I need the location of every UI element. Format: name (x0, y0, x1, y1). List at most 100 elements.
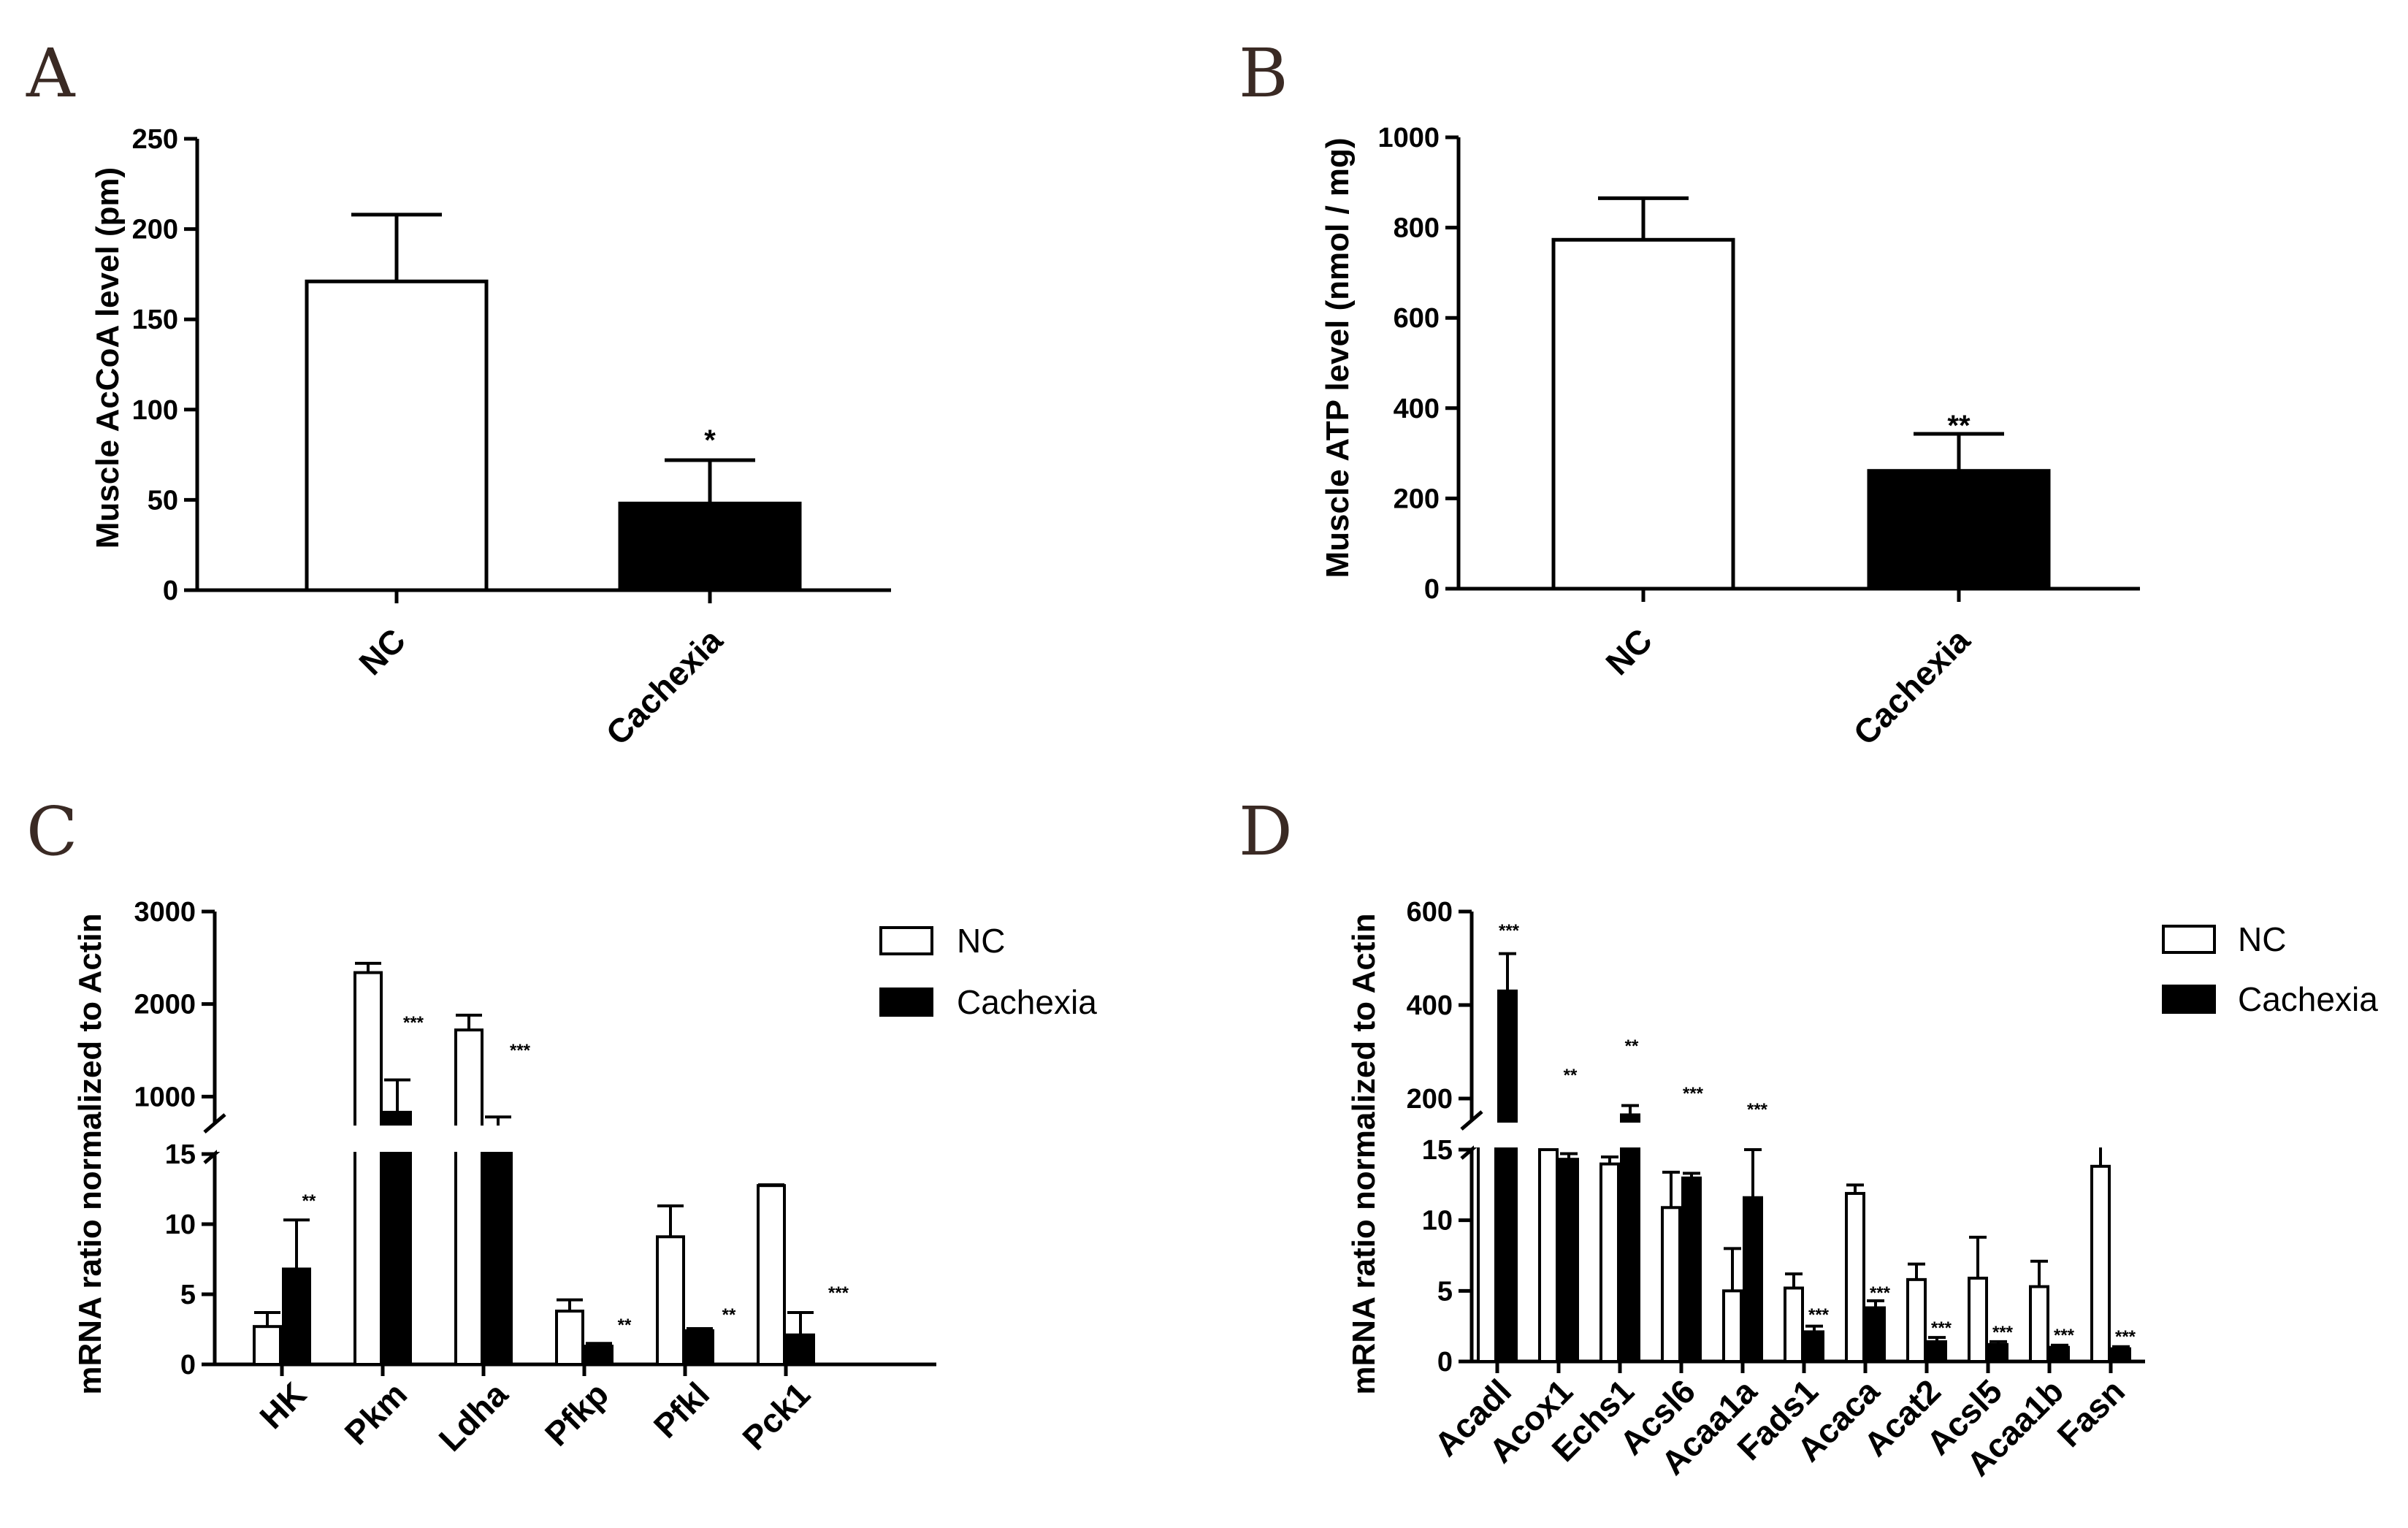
significance-label-pck1: *** (828, 1283, 849, 1303)
panel-d: D mRNA ratio normalized to Actin 0 5 10 15 2… (1239, 792, 2378, 1483)
y-tick-label: 1000 (1377, 123, 1440, 153)
x-tick-label-nc: NC (1598, 621, 1659, 682)
significance-label-acox1: ** (1564, 1066, 1578, 1085)
panel-c: C mRNA ratio normalized to Actin 0 5 10 15 1… (26, 792, 1097, 1459)
bar-acox1-cachexia (1559, 1158, 1579, 1363)
y-tick-label: 15 (1422, 1135, 1453, 1166)
significance-label-pkm: *** (403, 1013, 424, 1033)
legend: NC Cachexia (879, 922, 1097, 1021)
legend-swatch-nc (879, 926, 933, 955)
significance-label-hk: ** (302, 1191, 316, 1211)
significance-label-acadl: *** (1499, 921, 1520, 941)
y-axis-label: Muscle ATP level (nmol / mg) (1320, 137, 1356, 578)
x-tick-label-cachexia: Cachexia (1846, 621, 1977, 752)
panel-letter-c: C (26, 792, 77, 871)
legend: NC Cachexia (2162, 920, 2378, 1018)
bar-pck1-nc (757, 1184, 786, 1366)
bar-nc (1551, 237, 1735, 591)
y-tick-label: 600 (1407, 897, 1453, 928)
bars (1474, 952, 2147, 1364)
x-tick-labels: HK Pkm Ldha Pfkp Pfkl Pck1 (252, 1375, 817, 1459)
bar-nc (305, 279, 489, 592)
x-tick-label-hk: HK (252, 1375, 313, 1436)
bar-ldha-nc (454, 1028, 483, 1366)
bar-pck1-cachexia (786, 1333, 815, 1367)
panel-b: B Muscle ATP level (nmol / mg) 0 200 400 60… (1239, 34, 2140, 752)
bar-pfkp-cachexia (584, 1345, 614, 1367)
panel-a: A Muscle AcCoA level (pm) 0 50 100 150 200 25… (26, 34, 891, 752)
x-tick-label-fasn: Fasn (2049, 1372, 2132, 1454)
y-tick-label: 100 (132, 395, 178, 426)
bar-acaa1a-nc (1722, 1289, 1743, 1364)
bar-echs1-cachexia (1620, 1113, 1640, 1364)
significance-label-fads1: *** (1808, 1305, 1830, 1325)
significance-label-ldha: *** (510, 1041, 531, 1061)
y-tick-label: 10 (165, 1210, 196, 1240)
axis-break-gap (1474, 1123, 2147, 1147)
significance-label-acaa1a: *** (1747, 1100, 1768, 1120)
legend-label-cachexia: Cachexia (2238, 980, 2378, 1018)
bar-pfkl-cachexia (685, 1329, 714, 1367)
bar-acat2-cachexia (1927, 1340, 1947, 1364)
bar-hk-cachexia (282, 1267, 311, 1366)
bars (217, 961, 939, 1367)
y-tick-label: 0 (163, 576, 178, 606)
y-tick-label: 0 (180, 1350, 196, 1380)
legend-swatch-cachexia (2162, 985, 2216, 1014)
significance-label-pfkp: ** (618, 1315, 632, 1335)
y-tick-label: 15 (165, 1139, 196, 1170)
x-tick-labels: Acadl Acox1 Echs1 Acsl6 Acaa1a Fads1 Aca… (1427, 1372, 2132, 1483)
x-tick-label-pck1: Pck1 (735, 1375, 817, 1457)
significance-label-acaa1b: *** (2054, 1326, 2075, 1345)
y-tick-label: 400 (1407, 990, 1453, 1021)
legend-label-cachexia: Cachexia (957, 983, 1097, 1021)
y-tick-label: 5 (180, 1280, 196, 1310)
bar-cachexia (618, 501, 802, 592)
y-tick-label: 1000 (134, 1082, 196, 1112)
bar-pfkl-nc (656, 1235, 685, 1367)
axis-break-mark (203, 1113, 226, 1134)
legend-swatch-nc (2162, 925, 2216, 954)
bar-acaca-cachexia (1865, 1306, 1886, 1363)
bar-acox1-nc (1538, 1148, 1559, 1363)
panel-letter-a: A (26, 34, 76, 112)
significance-label: * (704, 424, 716, 457)
y-tick-label: 10 (1422, 1206, 1453, 1237)
x-tick-label-pfkp: Pfkp (538, 1375, 616, 1453)
significance-label-echs1: ** (1625, 1036, 1639, 1056)
bars (1551, 196, 2051, 591)
y-tick-label: 150 (132, 305, 178, 335)
legend-label-nc: NC (2238, 920, 2286, 958)
x-tick-label-nc: NC (351, 621, 413, 682)
significance-label-acat2: *** (1931, 1318, 1952, 1338)
y-tick-label: 5 (1437, 1276, 1453, 1307)
x-tick-label-pfkl: Pfkl (646, 1375, 716, 1445)
significance-label-pfkl: ** (722, 1305, 736, 1325)
bar-fasn-nc (2090, 1164, 2111, 1364)
significance-label-acaca: *** (1870, 1283, 1891, 1303)
y-axis-label: Muscle AcCoA level (pm) (90, 167, 126, 549)
y-tick-label: 0 (1424, 574, 1440, 605)
significance-label-acsl6: *** (1683, 1084, 1704, 1104)
bars (305, 213, 802, 592)
significance-label-acsl5: *** (1992, 1323, 2014, 1342)
bar-fasn-cachexia (2111, 1347, 2131, 1363)
legend-swatch-cachexia (879, 988, 933, 1017)
x-tick-label-cachexia: Cachexia (598, 621, 730, 752)
bar-acaa1b-nc (2029, 1285, 2049, 1363)
bar-acat2-nc (1906, 1277, 1927, 1364)
y-tick-label: 200 (132, 215, 178, 245)
bar-acsl5-nc (1968, 1276, 1988, 1364)
bar-pkm-nc (353, 971, 383, 1366)
axis-break-gap (217, 1126, 939, 1152)
y-tick-label: 50 (148, 485, 178, 516)
bar-fads1-cachexia (1804, 1330, 1824, 1364)
bar-acadl-nc (1477, 1144, 1497, 1363)
bar-pkm-cachexia (383, 1110, 412, 1367)
bar-acaa1a-cachexia (1743, 1196, 1763, 1363)
significance-label-fasn: *** (2115, 1327, 2136, 1347)
y-tick-label: 250 (132, 124, 178, 155)
y-axis-label: mRNA ratio normalized to Actin (72, 913, 108, 1394)
significance-label: ** (1947, 410, 1971, 442)
